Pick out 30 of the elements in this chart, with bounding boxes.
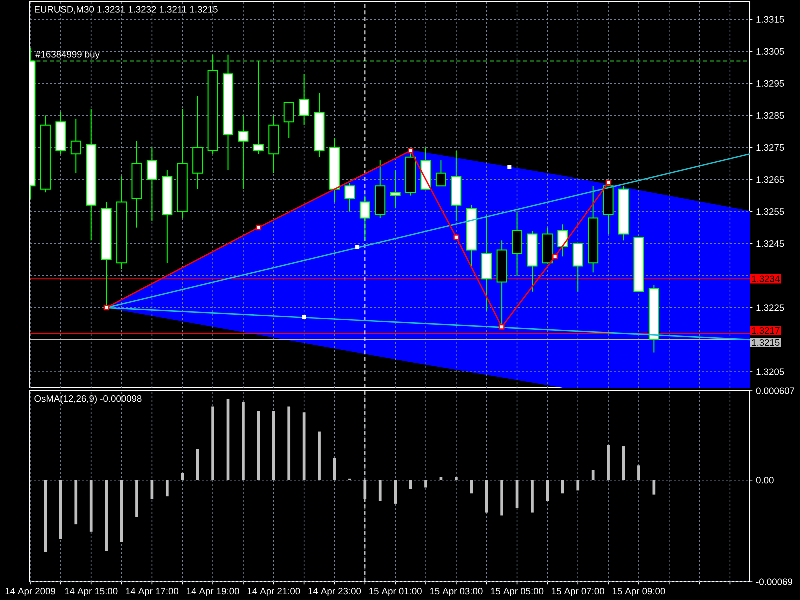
y-tick-label: -0.00069 bbox=[756, 578, 792, 586]
x-tick-label: 14 Apr 17:00 bbox=[126, 588, 179, 596]
x-tick-label: 14 Apr 21:00 bbox=[248, 588, 300, 596]
y-tick-label: 1.3205 bbox=[756, 368, 784, 376]
ref-line-label: #16384999 buy bbox=[36, 50, 100, 60]
y-tick-label: 1.3245 bbox=[756, 240, 784, 248]
x-tick-label: 14 Apr 15:00 bbox=[65, 588, 118, 596]
x-tick-label: 15 Apr 03:00 bbox=[430, 588, 483, 596]
y-tick-label: 0.00 bbox=[756, 477, 774, 484]
x-tick-label: 14 Apr 2009 bbox=[6, 588, 56, 596]
chart-title: EURUSD,M30 1.3231 1.3232 1.3211 1.3215 bbox=[35, 6, 218, 14]
y-tick-label: 1.3255 bbox=[756, 208, 784, 216]
x-tick-label: 14 Apr 19:00 bbox=[187, 588, 240, 596]
chart-title: OsMA(12,26,9) -0.000098 bbox=[34, 395, 142, 404]
ref-line-label: 1.3217 bbox=[752, 327, 780, 334]
x-tick-label: 15 Apr 07:00 bbox=[552, 588, 604, 596]
x-tick-label: 15 Apr 05:00 bbox=[491, 588, 544, 596]
y-tick-label: 1.3315 bbox=[756, 16, 784, 23]
x-tick-label: 15 Apr 01:00 bbox=[370, 588, 422, 596]
ref-line-label: 1.3234 bbox=[752, 276, 780, 282]
y-tick-label: 1.3275 bbox=[756, 144, 784, 152]
y-tick-label: 1.3225 bbox=[756, 304, 784, 312]
y-tick-label: 1.3265 bbox=[756, 176, 784, 184]
y-tick-label: 1.3295 bbox=[756, 80, 784, 87]
y-tick-label: 1.3305 bbox=[756, 48, 784, 55]
y-tick-label: 1.3285 bbox=[756, 112, 784, 120]
x-tick-label: 15 Apr 09:00 bbox=[612, 588, 666, 596]
y-tick-label: 0.000607 bbox=[756, 388, 795, 394]
ref-line-label: 1.3215 bbox=[752, 339, 780, 346]
x-tick-label: 14 Apr 23:00 bbox=[308, 588, 362, 596]
